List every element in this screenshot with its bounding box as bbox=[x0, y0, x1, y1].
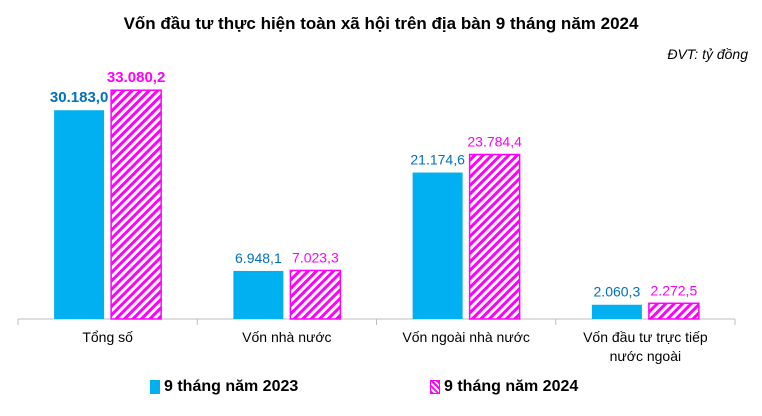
data-label: 30.183,0 bbox=[50, 89, 108, 106]
legend-label-2024: 9 tháng năm 2024 bbox=[444, 378, 579, 395]
labels-layer: 30.183,0 33.080,2 6.948,1 7.023,3 21.174,623… bbox=[50, 69, 698, 300]
category-label: nước ngoài bbox=[610, 348, 681, 364]
axis-layer: Tổng số Vốn nhà nước Vốn ngoài nhà nước Vốn… bbox=[17, 318, 736, 364]
bar-2023 bbox=[233, 270, 284, 319]
bar-2024 bbox=[289, 269, 342, 320]
data-label: 21.174,6 bbox=[410, 152, 465, 168]
legend-item-2023: 9 tháng năm 2023 bbox=[150, 378, 298, 396]
category-label: Vốn đầu tư trực tiếp bbox=[583, 329, 708, 345]
category-label: Tổng số bbox=[82, 329, 133, 345]
legend-swatch-2024 bbox=[430, 380, 440, 394]
data-label: 7.023,3 bbox=[292, 249, 339, 265]
bar-2024 bbox=[468, 153, 521, 320]
unit-note: ĐVT: tỷ đồng bbox=[667, 46, 748, 62]
bar-2023 bbox=[412, 172, 463, 319]
bar-2024 bbox=[110, 89, 162, 320]
data-label: 33.080,2 bbox=[107, 69, 165, 86]
legend-label-2023: 9 tháng năm 2023 bbox=[164, 378, 299, 395]
bar-2023 bbox=[591, 304, 642, 319]
category-label: Vốn ngoài nhà nước bbox=[402, 329, 530, 345]
data-label: 2.060,3 bbox=[594, 284, 641, 300]
legend-item-2024: 9 tháng năm 2024 bbox=[430, 378, 578, 396]
bars-layer bbox=[54, 89, 700, 320]
legend-swatch-2023 bbox=[150, 380, 160, 394]
bar-2024 bbox=[648, 302, 700, 320]
data-label: 23.784,4 bbox=[467, 133, 522, 149]
legend: 9 tháng năm 2023 9 tháng năm 2024 bbox=[0, 378, 762, 408]
bar-2023 bbox=[54, 110, 105, 319]
category-label: Vốn nhà nước bbox=[242, 329, 331, 345]
chart-title: Vốn đầu tư thực hiện toàn xã hội trên đị… bbox=[123, 14, 639, 33]
bar-chart: Tổng số Vốn nhà nước Vốn ngoài nhà nước Vốn… bbox=[17, 69, 736, 364]
data-label: 2.272,5 bbox=[651, 282, 698, 298]
data-label: 6.948,1 bbox=[235, 250, 282, 266]
